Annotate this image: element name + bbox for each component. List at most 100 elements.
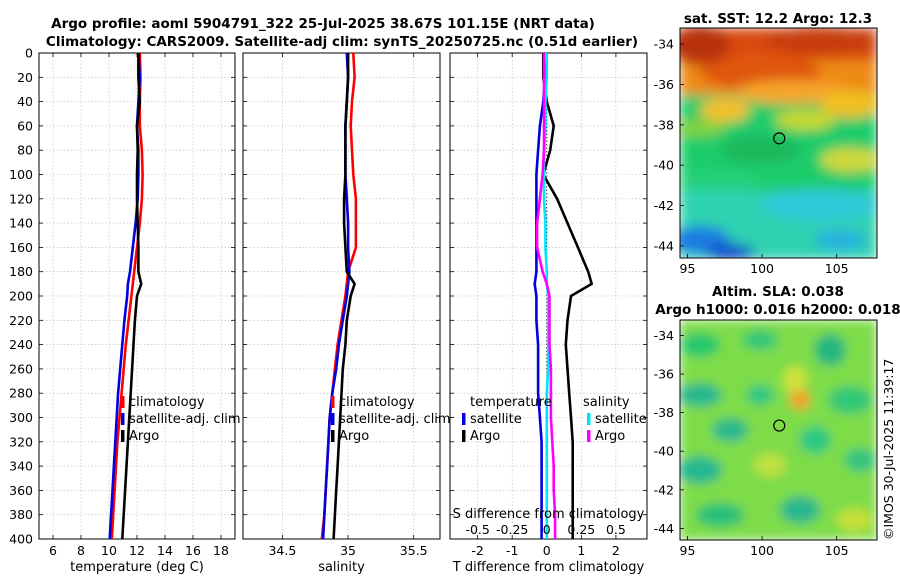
sst-map-xtick-label: 105 xyxy=(825,261,849,276)
temperature-ytick-label: 300 xyxy=(9,410,33,425)
sla-map-ytick-label: -42 xyxy=(654,482,674,497)
salinity-xlabel: salinity xyxy=(318,560,365,575)
temperature-ytick-label: 20 xyxy=(17,70,33,85)
sla-map-axes: 95 100 105 -34 -36 -38 -40 -42 -44 xyxy=(654,319,878,558)
difference-xtick-label: -2 xyxy=(471,543,483,558)
temperature-ytick-label: 140 xyxy=(9,216,33,231)
difference-s-tick-label: 0.25 xyxy=(567,522,595,537)
temperature-ytick-label: 340 xyxy=(9,459,33,474)
temperature-xtick-label: 16 xyxy=(185,543,201,558)
temperature-legend-entry: satellite-adj. clim xyxy=(129,412,241,427)
sla-map-ytick-label: -40 xyxy=(654,444,674,459)
temperature-xlabel: temperature (deg C) xyxy=(70,560,204,575)
temperature-ytick-label: 240 xyxy=(9,337,33,352)
difference-series-blue xyxy=(533,52,547,539)
difference-legend-temperature-swatch xyxy=(462,413,466,425)
difference-xlabel: T difference from climatology xyxy=(452,560,645,575)
salinity-legend-entry: Argo xyxy=(339,429,369,444)
difference-s-tick-label: 0.5 xyxy=(606,522,626,537)
sla-map-argo-location-marker xyxy=(773,419,786,432)
figure-title-line-2: Climatology: CARS2009. Satellite-adj cli… xyxy=(46,34,638,50)
temperature-legend-swatch xyxy=(121,396,125,408)
sst-map-xtick-label: 100 xyxy=(750,261,774,276)
temperature-series-blue xyxy=(108,52,142,540)
difference-legend-salinity-swatch xyxy=(587,413,591,425)
temperature-ytick-label: 220 xyxy=(9,313,33,328)
salinity-legend-swatch xyxy=(331,413,335,425)
sla-map-ytick-label: -36 xyxy=(654,367,674,382)
sla-map-ytick-label: -44 xyxy=(654,521,674,536)
salinity-xtick-label: 35.5 xyxy=(400,543,428,558)
temperature-xtick-label: 18 xyxy=(213,543,229,558)
temperature-legend-entry: Argo xyxy=(129,429,159,444)
temperature-ytick-label: 280 xyxy=(9,386,33,401)
salinity-legend-swatch xyxy=(331,430,335,442)
sla-map-xtick-label: 100 xyxy=(750,543,774,558)
temperature-ytick-label: 80 xyxy=(17,143,33,158)
temperature-xtick-label: 14 xyxy=(157,543,173,558)
difference-legend-temperature-entry: satellite xyxy=(470,412,522,427)
temperature-panel: 6 8 10 12 14 16 180204060801001201401601802002… xyxy=(9,46,240,576)
temperature-xtick-label: 8 xyxy=(77,543,85,558)
temperature-ytick-label: 160 xyxy=(9,240,33,255)
salinity-legend-swatch xyxy=(331,396,335,408)
difference-series-magenta xyxy=(535,53,557,539)
sst-map-ytick-label: -38 xyxy=(654,117,674,132)
sst-map-axes: 95 100 105 -34 -36 -38 -40 -42 -44 xyxy=(654,27,878,276)
sst-map-title: sat. SST: 12.2 Argo: 12.3 xyxy=(684,11,872,27)
temperature-ytick-label: 200 xyxy=(9,289,33,304)
difference-legend-salinity-entry: satellite xyxy=(595,412,647,427)
salinity-panel: 34.5 35 35.5 salinity climatology satellite-a… xyxy=(242,52,451,575)
difference-xtick-label: 2 xyxy=(612,543,620,558)
sst-map-frame xyxy=(679,27,878,259)
difference-s-tick-label: 0 xyxy=(543,522,551,537)
difference-panel: -2 -1 0 1 2 T difference from climatology S di… xyxy=(449,52,648,575)
imos-footer: ©IMOS 30-Jul-2025 11:39:17 xyxy=(881,359,896,540)
difference-xtick-label: 0 xyxy=(543,543,551,558)
sst-map-ytick-label: -40 xyxy=(654,158,674,173)
sst-map-ytick-label: -44 xyxy=(654,238,674,253)
difference-s-tick-label: -0.25 xyxy=(496,522,528,537)
sla-map-subtitle: Argo h1000: 0.016 h2000: 0.018 xyxy=(655,302,900,318)
temperature-xtick-label: 6 xyxy=(49,543,57,558)
salinity-xtick-label: 35 xyxy=(340,543,356,558)
sla-map-ytick-label: -34 xyxy=(654,328,674,343)
temperature-ytick-label: 320 xyxy=(9,434,33,449)
temperature-ytick-label: 0 xyxy=(25,46,33,61)
sla-map-xtick-label: 105 xyxy=(825,543,849,558)
temperature-legend-swatch xyxy=(121,413,125,425)
sst-map-ytick-label: -34 xyxy=(654,37,674,52)
difference-legend-temperature-header: temperature xyxy=(470,395,552,410)
temperature-legend-swatch xyxy=(121,430,125,442)
sst-map-argo-location-marker xyxy=(773,132,786,145)
difference-legend-temperature-swatch xyxy=(462,430,466,442)
temperature-xtick-label: 10 xyxy=(101,543,117,558)
salinity-legend-entry: satellite-adj. clim xyxy=(339,412,451,427)
temperature-ytick-label: 360 xyxy=(9,483,33,498)
sst-map-ytick-label: -42 xyxy=(654,198,674,213)
temperature-ytick-label: 180 xyxy=(9,264,33,279)
sst-map-xtick-label: 95 xyxy=(680,261,696,276)
salinity-series-black xyxy=(332,53,356,540)
temperature-ytick-label: 120 xyxy=(9,191,33,206)
difference-legend-salinity-entry: Argo xyxy=(595,429,625,444)
difference-xtick-label: 1 xyxy=(577,543,585,558)
sla-map-frame xyxy=(679,319,878,541)
sst-map-heatmap xyxy=(680,28,877,258)
sla-map-ytick-label: -38 xyxy=(654,405,674,420)
difference-legend-salinity-swatch xyxy=(587,430,591,442)
sla-map-xtick-label: 95 xyxy=(680,543,696,558)
temperature-ytick-label: 380 xyxy=(9,507,33,522)
salinity-xtick-label: 34.5 xyxy=(268,543,296,558)
temperature-ytick-label: 260 xyxy=(9,361,33,376)
difference-legend-temperature-entry: Argo xyxy=(470,429,500,444)
difference-top-axis-label: S difference from climatology xyxy=(453,507,645,522)
difference-s-tick-label: -0.5 xyxy=(465,522,489,537)
difference-xtick-label: -1 xyxy=(506,543,518,558)
difference-legend-salinity-header: salinity xyxy=(583,395,630,410)
temperature-series-red xyxy=(110,52,144,540)
difference-series-black xyxy=(542,53,593,539)
temperature-ytick-label: 60 xyxy=(17,118,33,133)
figure-title-line-1: Argo profile: aoml 5904791_322 25-Jul-20… xyxy=(51,16,595,32)
